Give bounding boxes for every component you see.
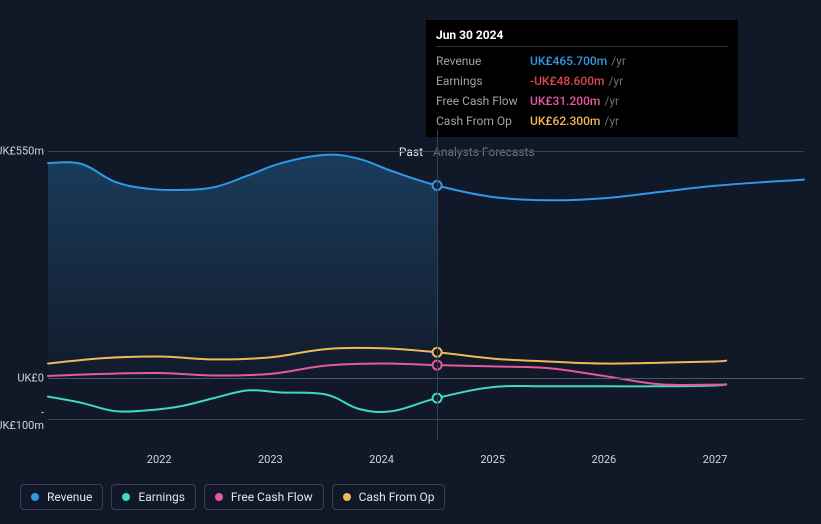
legend-label: Free Cash Flow bbox=[231, 490, 313, 504]
tooltip-row-label: Earnings bbox=[436, 72, 530, 90]
legend-label: Cash From Op bbox=[359, 490, 435, 504]
tooltip-row-value: UK£62.300m bbox=[530, 112, 600, 130]
y-axis-label: UK£0 bbox=[17, 372, 44, 385]
tooltip-row-unit: /yr bbox=[608, 72, 623, 90]
legend: Revenue Earnings Free Cash Flow Cash From O… bbox=[20, 484, 445, 510]
gridline bbox=[48, 378, 804, 379]
tooltip-row-label: Free Cash Flow bbox=[436, 92, 530, 110]
gridline bbox=[48, 151, 804, 152]
x-axis-label: 2025 bbox=[480, 453, 505, 466]
tooltip-row-value: UK£31.200m bbox=[530, 92, 600, 110]
divider-line bbox=[437, 130, 438, 440]
legend-item-revenue[interactable]: Revenue bbox=[20, 484, 103, 510]
plot-area: Past Analysts Forecasts UK£550mUK£0-UK£1… bbox=[48, 130, 804, 440]
legend-swatch bbox=[31, 493, 39, 501]
x-axis-label: 2023 bbox=[258, 453, 283, 466]
tooltip-row-unit: /yr bbox=[604, 112, 619, 130]
x-axis-label: 2024 bbox=[369, 453, 394, 466]
tooltip-row-label: Revenue bbox=[436, 52, 530, 70]
legend-swatch bbox=[343, 493, 351, 501]
chart: Past Analysts Forecasts UK£550mUK£0-UK£1… bbox=[20, 130, 804, 440]
chart-svg bbox=[48, 130, 804, 440]
tooltip-title: Jun 30 2024 bbox=[436, 28, 728, 47]
forecast-label: Analysts Forecasts bbox=[433, 145, 535, 159]
legend-label: Earnings bbox=[138, 490, 185, 504]
y-axis-label: -UK£100m bbox=[0, 406, 44, 432]
tooltip-row-label: Cash From Op bbox=[436, 112, 530, 130]
past-label: Past bbox=[399, 145, 423, 159]
y-axis-label: UK£550m bbox=[0, 144, 44, 157]
tooltip-row: RevenueUK£465.700m/yr bbox=[436, 51, 728, 71]
tooltip-row: Earnings-UK£48.600m/yr bbox=[436, 71, 728, 91]
x-axis-label: 2022 bbox=[147, 453, 172, 466]
tooltip-row: Free Cash FlowUK£31.200m/yr bbox=[436, 91, 728, 111]
tooltip-row-unit: /yr bbox=[604, 92, 619, 110]
series-line-earnings bbox=[48, 384, 726, 412]
tooltip-row-value: UK£465.700m bbox=[530, 52, 607, 70]
x-axis-label: 2027 bbox=[703, 453, 728, 466]
legend-item-earnings[interactable]: Earnings bbox=[111, 484, 196, 510]
legend-label: Revenue bbox=[47, 490, 92, 504]
x-axis-label: 2026 bbox=[592, 453, 617, 466]
gridline bbox=[48, 419, 804, 420]
tooltip: Jun 30 2024 RevenueUK£465.700m/yrEarning… bbox=[426, 20, 738, 137]
tooltip-row: Cash From OpUK£62.300m/yr bbox=[436, 111, 728, 131]
tooltip-row-value: -UK£48.600m bbox=[530, 72, 604, 90]
legend-item-fcf[interactable]: Free Cash Flow bbox=[204, 484, 324, 510]
legend-swatch bbox=[122, 493, 130, 501]
tooltip-row-unit: /yr bbox=[611, 52, 626, 70]
legend-swatch bbox=[215, 493, 223, 501]
legend-item-cfo[interactable]: Cash From Op bbox=[332, 484, 446, 510]
